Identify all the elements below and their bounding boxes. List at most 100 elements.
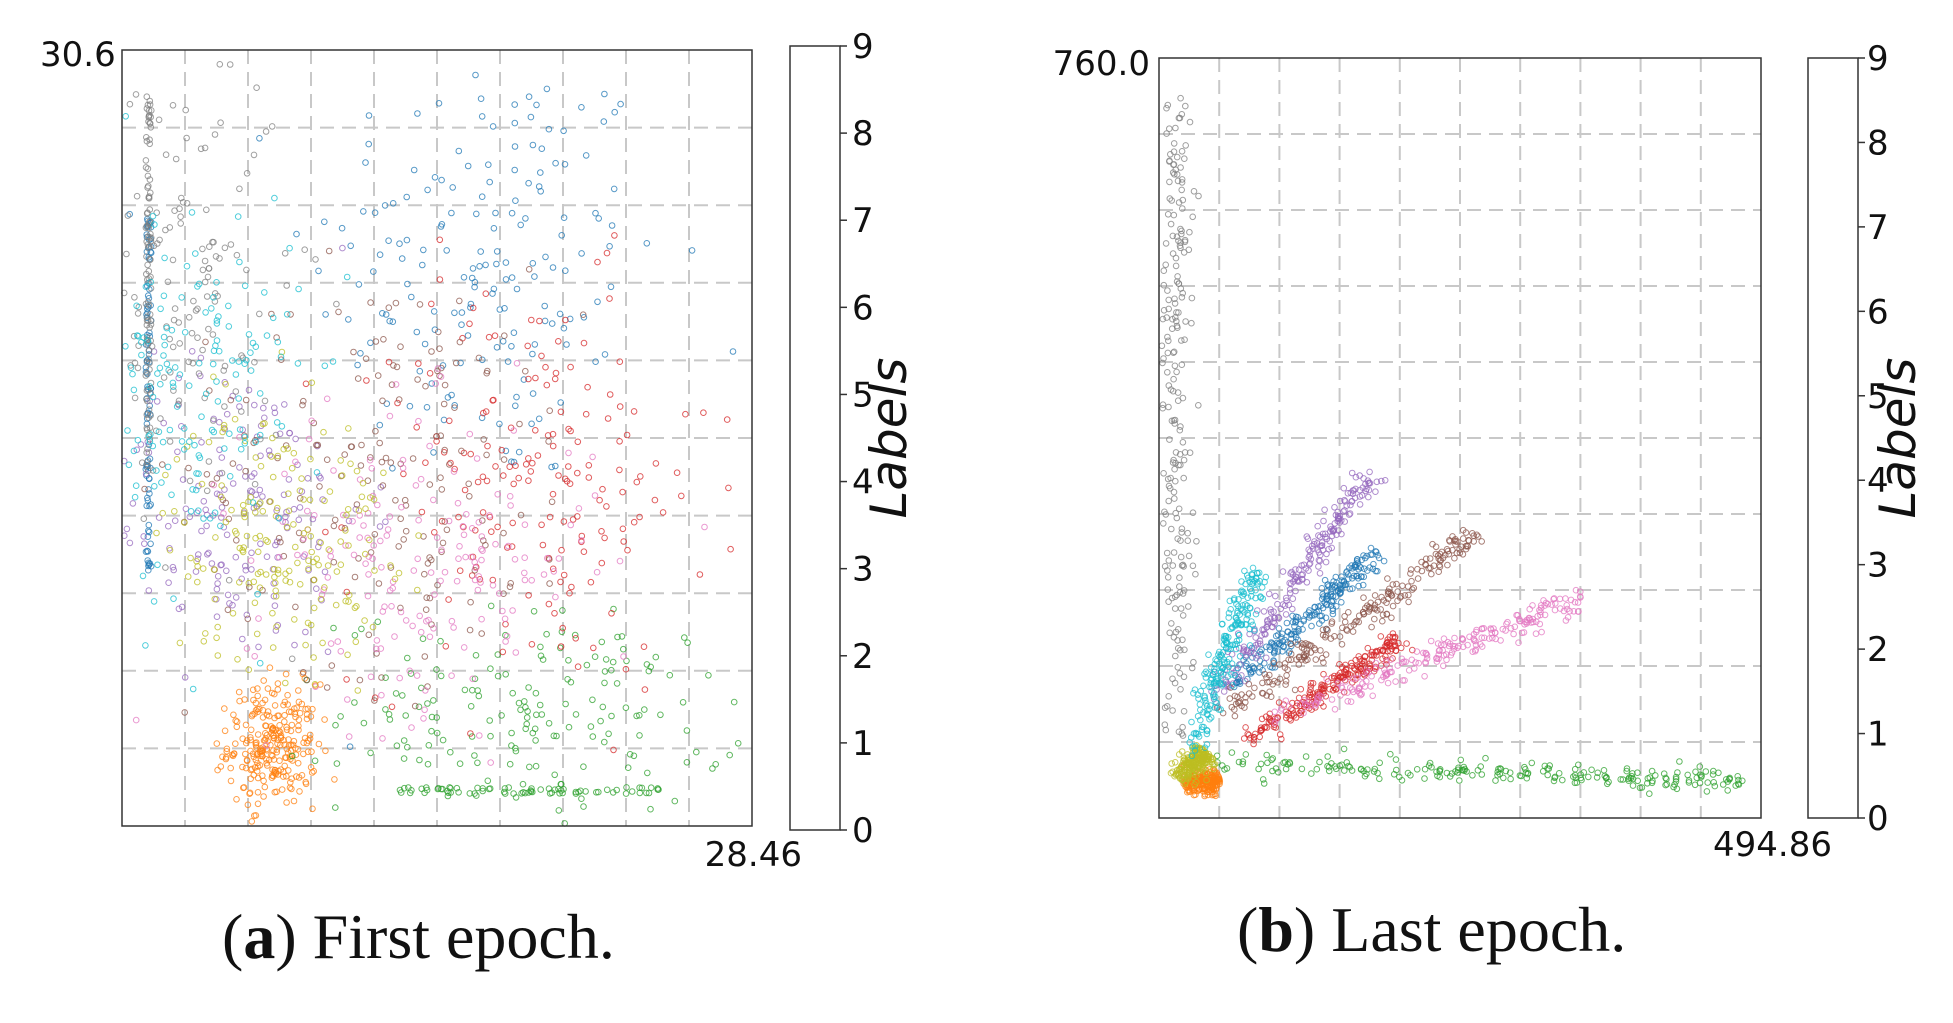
scatter-point-label-5: [330, 522, 338, 530]
scatter-point-label-2: [608, 712, 615, 720]
scatter-point-label-4: [129, 500, 137, 507]
scatter-point-label-0: [424, 186, 431, 194]
scatter-point-label-3: [587, 578, 595, 586]
scatter-point-label-7: [201, 144, 209, 152]
scatter-point-label-6: [1459, 636, 1467, 644]
scatter-point-label-6: [373, 645, 380, 653]
scatter-point-label-5: [1341, 613, 1348, 620]
scatter-point-label-3: [567, 427, 574, 435]
scatter-point-label-8: [240, 544, 247, 551]
scatter-point-label-9: [1226, 597, 1234, 605]
scatter-point-label-7: [1164, 211, 1172, 218]
scatter-point-label-2: [311, 757, 319, 765]
scatter-point-label-7: [1163, 703, 1171, 710]
scatter-point-label-0: [1374, 551, 1381, 559]
scatter-point-label-9: [189, 685, 197, 693]
scatter-point-label-4: [218, 454, 226, 461]
scatter-point-label-6: [426, 442, 433, 450]
scatter-point-label-3: [1351, 665, 1359, 673]
scatter-point-label-1: [295, 722, 302, 730]
scatter-point-label-5: [465, 480, 473, 488]
scatter-point-label-8: [313, 555, 321, 563]
scatter-point-label-0: [345, 316, 352, 323]
scatter-point-label-5: [300, 669, 307, 676]
scatter-point-label-6: [521, 569, 528, 577]
scatter-point-label-6: [1577, 588, 1584, 596]
scatter-point-label-0: [1316, 612, 1324, 620]
scatter-point-label-2: [396, 786, 404, 794]
scatter-point-label-0: [420, 246, 427, 254]
scatter-point-label-0: [512, 402, 519, 410]
scatter-point-label-2: [1629, 782, 1637, 789]
scatter-point-label-4: [239, 635, 246, 643]
scatter-point-label-8: [159, 509, 166, 517]
scatter-point-label-0: [448, 391, 455, 399]
scatter-point-label-8: [359, 479, 367, 487]
scatter-point-label-7: [194, 334, 201, 342]
scatter-point-label-0: [578, 250, 585, 257]
scatter-point-label-0: [1338, 599, 1345, 606]
scatter-point-label-0: [1319, 591, 1326, 598]
scatter-point-label-5: [1282, 677, 1290, 685]
scatter-point-label-3: [598, 559, 606, 567]
scatter-point-label-5: [1360, 594, 1367, 602]
scatter-point-label-2: [683, 727, 691, 734]
scatter-point-label-4: [1347, 489, 1354, 497]
scatter-point-label-6: [340, 511, 347, 519]
scatter-point-label-9: [127, 364, 135, 372]
scatter-point-label-0: [512, 197, 519, 204]
scatter-point-label-8: [181, 519, 188, 526]
scatter-point-label-2: [613, 680, 621, 687]
scatter-point-label-5: [1436, 561, 1443, 569]
scatter-point-label-2: [1448, 770, 1456, 777]
scatter-point-label-9: [160, 352, 167, 359]
scatter-point-label-3: [534, 452, 542, 459]
scatter-point-label-2: [618, 633, 626, 640]
scatter-point-label-4: [1238, 672, 1245, 679]
scatter-point-label-0: [528, 420, 535, 428]
scatter-point-label-0: [144, 383, 151, 391]
scatter-point-label-4: [1267, 609, 1275, 616]
scatter-point-label-0: [477, 248, 485, 255]
scatter-point-label-5: [388, 381, 396, 389]
scatter-point-label-0: [493, 344, 501, 351]
scatter-point-label-2: [623, 784, 630, 791]
scatter-point-label-7: [142, 300, 150, 308]
scatter-point-label-8: [210, 373, 217, 381]
scatter-point-label-4: [1267, 606, 1274, 613]
scatter-point-label-2: [679, 699, 687, 706]
scatter-point-label-6: [552, 593, 559, 601]
scatter-point-label-7: [1161, 563, 1169, 570]
colorbar-tick-label: 5: [852, 375, 874, 415]
scatter-point-label-2: [523, 714, 531, 721]
scatter-point-label-9: [1211, 682, 1218, 690]
scatter-point-label-7: [1160, 281, 1168, 289]
scatter-point-label-0: [362, 159, 369, 166]
scatter-point-label-6: [567, 521, 575, 529]
scatter-point-label-7: [1166, 436, 1173, 443]
scatter-point-label-2: [519, 780, 527, 788]
scatter-point-label-0: [1289, 612, 1296, 620]
scatter-point-label-5: [1258, 689, 1266, 697]
scatter-point-label-2: [1434, 772, 1441, 780]
scatter-point-label-6: [1504, 618, 1511, 626]
scatter-point-label-6: [460, 644, 468, 651]
scatter-point-label-6: [1451, 634, 1458, 642]
scatter-point-label-3: [1329, 687, 1337, 694]
scatter-point-label-7: [205, 265, 213, 272]
scatter-point-label-7: [204, 273, 212, 281]
scatter-point-label-7: [156, 236, 163, 244]
scatter-point-label-4: [292, 435, 299, 443]
scatter-point-label-5: [1343, 626, 1350, 633]
scatter-point-label-0: [515, 448, 523, 456]
scatter-point-label-0: [580, 314, 588, 321]
chart-b-x-tick-label: 494.86: [1713, 825, 1832, 865]
scatter-point-label-0: [511, 166, 519, 174]
scatter-point-label-0: [537, 188, 545, 195]
scatter-point-label-0: [545, 125, 553, 133]
scatter-point-label-4: [137, 441, 145, 448]
scatter-point-label-5: [395, 396, 403, 403]
scatter-point-label-5: [181, 709, 188, 716]
scatter-point-label-6: [432, 380, 440, 387]
scatter-point-label-3: [436, 236, 444, 244]
